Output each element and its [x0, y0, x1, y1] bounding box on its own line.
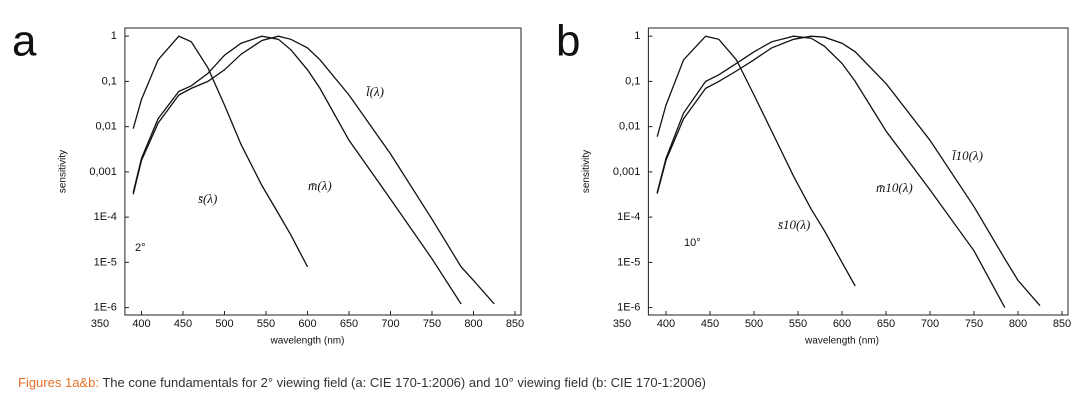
y-tick-label: 1E-4	[617, 211, 640, 223]
caption-text: The cone fundamentals for 2° viewing fie…	[102, 375, 706, 390]
curve	[132, 35, 309, 268]
x-tick-label: 800	[464, 318, 482, 330]
y-tick-label: 0,01	[95, 121, 116, 133]
y-tick-label: 1	[111, 30, 117, 42]
x-tick-label: 600	[833, 318, 851, 330]
x-tick-label: 550	[789, 318, 807, 330]
x-tick-label: 750	[423, 318, 441, 330]
x-tick-label: 550	[257, 318, 275, 330]
x-tick-label: 650	[877, 318, 895, 330]
x-tick-label: 750	[965, 318, 983, 330]
panel-letter: b	[556, 17, 580, 66]
x-tick-label: 850	[506, 318, 524, 330]
y-tick-label: 1E-4	[94, 211, 117, 223]
x-tick-label: 650	[340, 318, 358, 330]
plot-frame	[647, 27, 1069, 316]
y-tick-label: 0,001	[613, 166, 641, 178]
x-tick-label: 450	[701, 318, 719, 330]
curve-label: s̄10(λ)	[778, 217, 810, 232]
x-tick-label: 600	[298, 318, 316, 330]
x-tick-label: 400	[657, 318, 675, 330]
curve	[132, 35, 495, 305]
annotation: 2°	[135, 242, 146, 254]
panel-letter: a	[12, 17, 37, 66]
x-tick-label: 450	[174, 318, 192, 330]
y-tick-label: 0,001	[89, 166, 117, 178]
y-axis-title: sensitivity	[58, 150, 69, 193]
curve	[656, 35, 856, 287]
y-tick-label: 1E-6	[94, 302, 117, 314]
x-tick-label: 500	[215, 318, 233, 330]
caption-lead: Figures 1a&b:	[18, 375, 99, 390]
x-tick-label: 400	[132, 318, 150, 330]
x-tick-label: 700	[921, 318, 939, 330]
y-tick-label: 0,1	[625, 75, 640, 87]
plot-frame	[124, 27, 522, 316]
y-tick-label: 0,01	[619, 121, 640, 133]
curve	[132, 35, 462, 305]
y-tick-label: 0,1	[102, 75, 117, 87]
x-tick-label: 700	[381, 318, 399, 330]
curve-label: l̄(λ)	[366, 84, 384, 99]
x-tick-label: 800	[1009, 318, 1027, 330]
y-tick-label: 1E-5	[617, 256, 640, 268]
curve	[656, 35, 1006, 308]
curve-label: m̄(λ)	[308, 178, 332, 193]
x-tick-label: 350	[91, 318, 109, 330]
x-axis-title: wavelength (nm)	[270, 336, 345, 347]
curve-label: s̄(λ)	[198, 191, 217, 206]
curve	[656, 35, 1041, 307]
x-axis-title: wavelength (nm)	[804, 336, 879, 347]
y-tick-label: 1	[634, 30, 640, 42]
caption: Figures 1a&b: The cone fundamentals for …	[18, 375, 706, 390]
y-tick-label: 1E-6	[617, 302, 640, 314]
x-tick-label: 500	[745, 318, 763, 330]
curve-label: l̄10(λ)	[952, 148, 983, 163]
x-tick-label: 850	[1053, 318, 1071, 330]
curve-label: m̄10(λ)	[876, 180, 913, 195]
y-tick-label: 1E-5	[94, 256, 117, 268]
x-tick-label: 350	[613, 318, 631, 330]
y-axis-title: sensitivity	[581, 150, 592, 193]
annotation: 10°	[684, 237, 701, 249]
